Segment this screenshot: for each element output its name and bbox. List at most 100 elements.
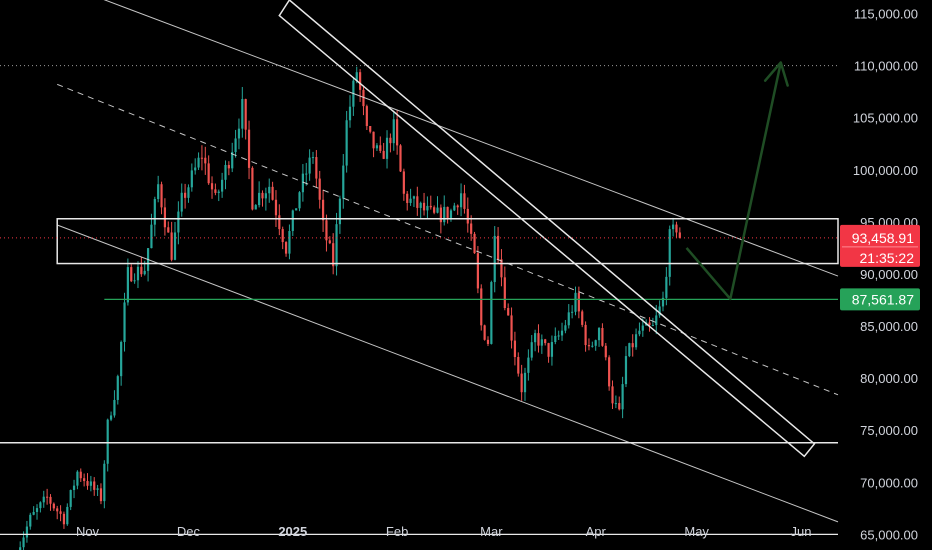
candle-body xyxy=(608,357,611,387)
candle xyxy=(284,241,288,257)
candle-body xyxy=(470,223,473,234)
time-tick-label: May xyxy=(684,524,709,539)
price-badges-layer: 93,458.91 21:35:22 87,561.87 xyxy=(840,224,920,311)
candle-body xyxy=(29,514,32,527)
candle xyxy=(608,355,611,391)
candle xyxy=(72,479,76,499)
price-tick-label: 100,000.00 xyxy=(853,163,918,178)
candle-body xyxy=(254,205,257,210)
projection-arrow-head[interactable] xyxy=(763,61,789,87)
candle-body xyxy=(554,335,557,343)
candle xyxy=(483,324,486,341)
projection-arrow[interactable] xyxy=(685,62,783,301)
candle-body xyxy=(557,335,560,337)
candle xyxy=(52,502,55,511)
candle xyxy=(46,488,49,505)
candle-body xyxy=(177,211,180,233)
candle-body xyxy=(321,199,325,221)
candle-body xyxy=(375,145,379,149)
candle xyxy=(19,541,22,550)
resistance-zone-box[interactable] xyxy=(56,218,839,265)
candle xyxy=(106,418,109,472)
candle xyxy=(231,142,234,173)
candle-body xyxy=(611,386,614,404)
candle xyxy=(126,258,129,306)
candle-body xyxy=(180,192,183,212)
candle xyxy=(321,189,325,232)
candle xyxy=(227,161,230,176)
candle-body xyxy=(217,191,220,193)
candle xyxy=(180,183,183,217)
candle xyxy=(177,201,180,245)
candle-body xyxy=(436,207,439,213)
candle-body xyxy=(540,339,543,346)
candle-body xyxy=(476,253,479,289)
candle-body xyxy=(517,357,520,374)
candle-body xyxy=(109,415,113,420)
candle xyxy=(517,352,520,377)
candle-body xyxy=(170,232,173,260)
candle xyxy=(422,192,426,216)
candle xyxy=(433,205,436,215)
green-level-badge: 87,561.87 xyxy=(840,288,920,311)
candle-body xyxy=(355,72,358,81)
candle xyxy=(597,327,601,347)
candle xyxy=(560,322,564,341)
candle-body xyxy=(365,106,368,127)
candle xyxy=(503,266,506,311)
candle-body xyxy=(433,207,436,213)
candle-body xyxy=(651,325,654,327)
upper-trendline[interactable] xyxy=(30,0,839,277)
falling-wedge-box[interactable] xyxy=(278,0,816,458)
candle-body xyxy=(443,206,446,223)
candle xyxy=(305,162,308,186)
candle-body xyxy=(480,288,483,326)
candle-body xyxy=(234,138,237,153)
candle-body xyxy=(513,340,517,358)
candle xyxy=(614,395,617,409)
lower-channel-line[interactable] xyxy=(57,224,839,523)
candle xyxy=(140,256,143,277)
candle-body xyxy=(399,145,402,172)
candle-body xyxy=(49,496,52,504)
candle xyxy=(79,468,82,482)
candle xyxy=(412,195,416,208)
candle xyxy=(520,364,523,401)
candle-body xyxy=(52,503,55,509)
candle xyxy=(173,222,177,261)
candle xyxy=(631,334,634,357)
candle xyxy=(301,164,304,202)
candle-body xyxy=(93,481,96,490)
candle xyxy=(56,505,59,520)
candle xyxy=(618,396,621,411)
candle-body xyxy=(258,192,261,206)
candle xyxy=(668,225,671,286)
candle xyxy=(661,291,665,312)
channel-midline[interactable] xyxy=(57,83,839,396)
price-tick-label: 85,000.00 xyxy=(860,319,918,334)
candle xyxy=(187,184,190,203)
candle xyxy=(436,196,439,214)
candle xyxy=(234,129,237,158)
candle-body xyxy=(130,267,133,282)
candle-body xyxy=(628,343,631,357)
candle-body xyxy=(396,119,399,146)
candle-body xyxy=(402,171,405,194)
candle xyxy=(500,249,503,287)
candle xyxy=(594,339,597,351)
candle xyxy=(281,226,284,250)
price-tick-label: 115,000.00 xyxy=(854,7,918,22)
candle-body xyxy=(503,277,506,309)
candle xyxy=(66,503,69,526)
candle-body xyxy=(126,267,129,303)
candle-body xyxy=(661,297,665,307)
candle xyxy=(76,470,79,490)
countdown-timer: 21:35:22 xyxy=(860,250,915,266)
candle-body xyxy=(153,199,156,225)
candle-body xyxy=(564,325,567,331)
candle-body xyxy=(571,311,574,313)
candle xyxy=(443,195,446,226)
candle xyxy=(345,110,348,173)
candle-body xyxy=(419,202,422,208)
